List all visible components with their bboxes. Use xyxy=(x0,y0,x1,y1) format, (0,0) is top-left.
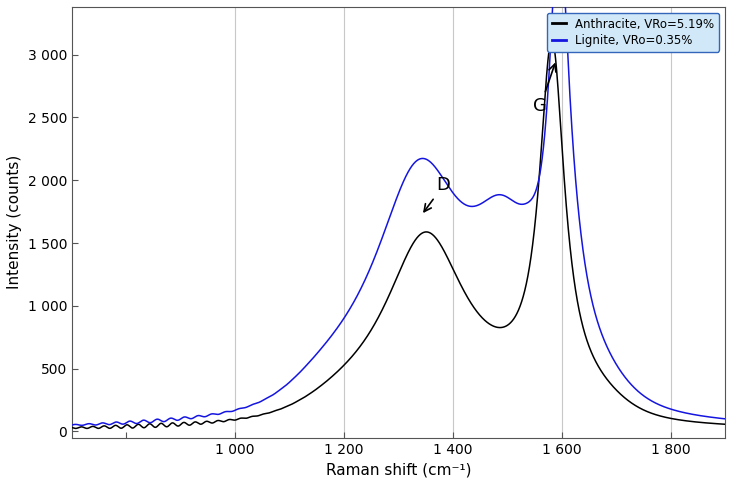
Text: D: D xyxy=(424,176,450,212)
Text: G: G xyxy=(534,64,556,115)
Y-axis label: Intensity (counts): Intensity (counts) xyxy=(7,155,22,289)
X-axis label: Raman shift (cm⁻¹): Raman shift (cm⁻¹) xyxy=(326,462,471,477)
Legend: Anthracite, VRo=5.19%, Lignite, VRo=0.35%: Anthracite, VRo=5.19%, Lignite, VRo=0.35… xyxy=(547,13,719,52)
